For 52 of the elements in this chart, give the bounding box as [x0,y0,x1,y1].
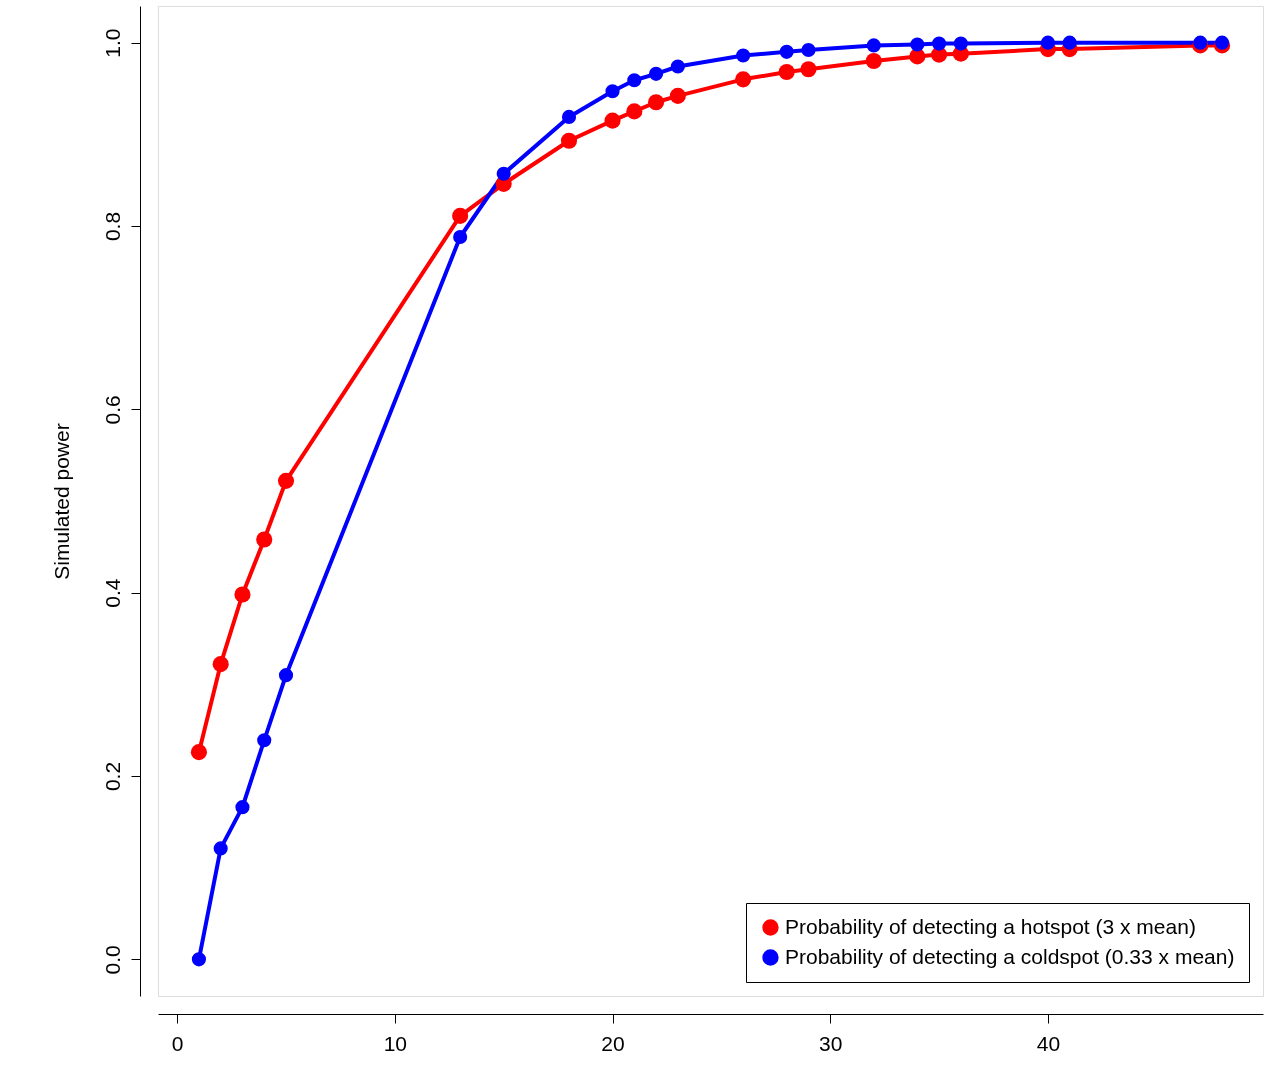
legend-label: Probability of detecting a coldspot (0.33 x mean) [785,944,1235,968]
x-tick-label: 10 [383,1031,408,1055]
point [865,52,882,70]
x-tick-label: 30 [819,1031,843,1055]
point [735,71,752,88]
point [866,38,881,53]
x-tick-label: 0 [171,1031,184,1055]
point [235,800,250,815]
point [910,37,925,52]
point [801,42,816,58]
point [190,744,207,761]
point [452,207,469,224]
point [213,841,228,856]
point [626,103,643,120]
y-tick-label: 0.2 [100,761,124,792]
point [1040,35,1055,50]
point [1193,35,1208,50]
x-tick-label: 20 [601,1031,625,1055]
point [953,36,968,51]
point [191,952,206,967]
point [736,48,751,63]
point [278,668,294,683]
point [605,84,620,99]
point [453,229,468,245]
point [256,531,273,548]
y-axis-title: Simulated power [49,423,73,580]
point [649,66,664,81]
point [932,36,947,51]
point [800,61,817,78]
y-tick-label: 0.0 [100,945,124,975]
point [496,166,511,181]
y-tick-label: 0.6 [100,395,124,425]
point [627,73,642,88]
y-tick-label: 0.8 [100,211,124,242]
point [604,112,621,129]
y-tick-label: 0.4 [100,578,124,608]
x-tick-label: 40 [1036,1031,1061,1055]
point [277,472,295,489]
point [670,59,685,74]
legend-label: Probability of detecting a hotspot (3 x mean) [785,914,1196,938]
point [669,87,686,104]
point [1062,35,1077,50]
point [648,94,665,111]
point [779,44,794,59]
point [1215,35,1230,50]
point [212,656,229,673]
point [234,586,251,603]
point [561,109,577,124]
y-tick-label: 1.0 [100,28,124,58]
point [257,733,272,748]
point [778,63,795,81]
point [560,132,578,149]
